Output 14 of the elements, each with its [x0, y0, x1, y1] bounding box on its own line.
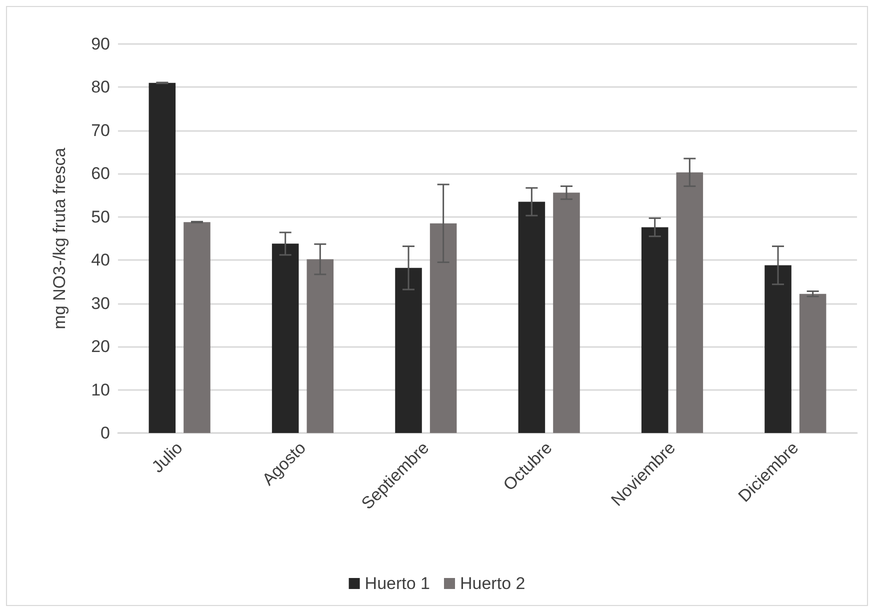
legend-label: Huerto 1: [364, 574, 430, 593]
y-tick-label: 60: [91, 164, 110, 184]
y-tick-label: 20: [91, 337, 110, 356]
y-tick-label: 90: [91, 34, 110, 54]
y-tick-label: 30: [91, 294, 110, 313]
y-tick-label: 50: [91, 207, 110, 226]
y-tick-label: 70: [91, 120, 110, 140]
y-tick-label: 0: [100, 424, 110, 442]
y-tick-label: 40: [91, 250, 110, 270]
y-axis-title: mg NO3-/kg fruta fresca: [50, 147, 69, 330]
x-tick-label: Julio: [148, 438, 186, 476]
y-tick-label: 10: [91, 380, 110, 400]
y-tick-label: 80: [91, 78, 110, 97]
legend-label: Huerto 2: [460, 574, 526, 593]
